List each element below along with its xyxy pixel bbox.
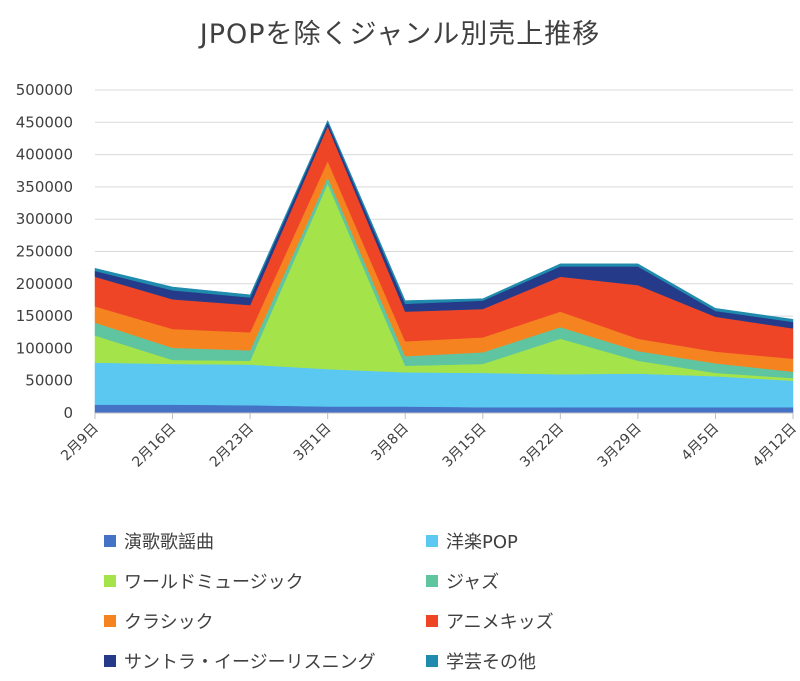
area-series-6 <box>94 125 794 359</box>
legend-swatch <box>104 615 116 627</box>
legend-label: 洋楽POP <box>446 532 518 553</box>
legend-label: アニメキッズ <box>446 612 554 633</box>
legend-item: サントラ・イージーリスニング <box>104 648 426 674</box>
legend-label: ワールドミュージック <box>124 572 304 593</box>
chart-plot: 0 50000 100000 150000 200000 250000 300000 3500… <box>16 81 800 471</box>
legend-label: クラシック <box>124 612 214 633</box>
y-tick-label: 350000 <box>16 178 73 196</box>
legend: 演歌歌謡曲 洋楽POP ワールドミュージック ジャズクラシック アニメキッズサントラ・イ… <box>104 528 744 674</box>
legend-swatch <box>426 615 438 627</box>
legend-item: 演歌歌謡曲 <box>104 528 426 554</box>
chart-title: JPOPを除くジャンル別売上推移 <box>199 19 601 50</box>
legend-swatch <box>104 655 116 667</box>
x-tick-label: 3月22日 <box>517 421 567 471</box>
legend-swatch <box>426 575 438 587</box>
y-tick-label: 150000 <box>16 307 73 325</box>
x-tick-label: 3月29日 <box>595 421 645 471</box>
legend-item: 洋楽POP <box>426 528 744 554</box>
y-tick-label: 200000 <box>16 275 73 293</box>
legend-swatch <box>426 535 438 547</box>
x-tick-label: 2月9日 <box>58 421 102 465</box>
y-tick-label: 300000 <box>16 210 73 228</box>
y-tick-label: 450000 <box>16 113 73 131</box>
x-tick-label: 4月5日 <box>679 421 723 465</box>
x-tick-label: 3月15日 <box>440 421 490 471</box>
x-tick-label: 3月1日 <box>291 421 335 465</box>
x-tick-label: 4月12日 <box>750 421 800 471</box>
y-tick-label: 50000 <box>25 372 73 390</box>
x-tick-label: 2月16日 <box>129 421 179 471</box>
y-tick-label: 100000 <box>16 339 73 357</box>
legend-label: 学芸その他 <box>446 652 536 673</box>
y-tick-label: 400000 <box>16 146 73 164</box>
y-tick-label: 0 <box>63 404 73 422</box>
stacked-areas <box>94 119 794 414</box>
legend-swatch <box>104 575 116 587</box>
legend-label: 演歌歌謡曲 <box>124 532 214 553</box>
legend-item: ワールドミュージック <box>104 568 426 594</box>
area-series-8 <box>94 119 794 323</box>
legend-swatch <box>104 535 116 547</box>
legend-item: ジャズ <box>426 568 744 594</box>
y-tick-label: 500000 <box>16 81 73 99</box>
legend-swatch <box>426 655 438 667</box>
area-series-7 <box>94 121 794 329</box>
legend-item: クラシック <box>104 608 426 634</box>
legend-item: 学芸その他 <box>426 648 744 674</box>
legend-label: サントラ・イージーリスニング <box>124 652 376 673</box>
legend-item: アニメキッズ <box>426 608 744 634</box>
x-tick-label: 2月23日 <box>207 421 257 471</box>
x-tick-label: 3月8日 <box>368 421 412 465</box>
y-tick-label: 250000 <box>16 243 73 261</box>
legend-label: ジャズ <box>446 572 500 593</box>
